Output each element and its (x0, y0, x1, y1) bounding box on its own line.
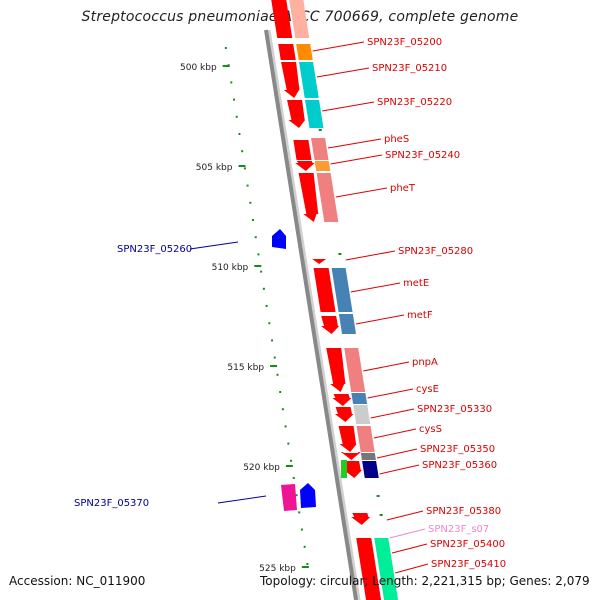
genome-summary: Topology: circular; Length: 2,221,315 bp… (260, 574, 590, 588)
ruler-tick-label: 500 kbp (180, 63, 217, 73)
forward-gene-label: SPN23F_05330 (417, 404, 492, 415)
forward-gene-arrow (287, 100, 306, 128)
forward-gene-label: SPN23F_05280 (398, 246, 473, 257)
cog-bar (305, 100, 324, 128)
forward-label-leader (312, 41, 365, 52)
forward-label-leader (386, 510, 424, 521)
cog-bar (289, 0, 310, 38)
cog-category-bars (289, 0, 399, 600)
forward-gene-arrow (312, 259, 327, 264)
forward-gene-arrow (334, 407, 354, 422)
forward-gene-label: cysE (416, 384, 439, 395)
forward-gene-label: cysS (419, 424, 442, 435)
forward-gene-label: SPN23F_05350 (420, 444, 495, 455)
cog-bar (360, 453, 376, 460)
ruler-tick-label: 520 kbp (243, 463, 280, 473)
forward-gene-arrow (326, 348, 346, 392)
cog-bar (341, 460, 347, 478)
reverse-gene-label: SPN23F_05260 (117, 244, 192, 255)
forward-label-leader (355, 314, 405, 325)
forward-gene-block (293, 140, 312, 160)
forward-label-leader (335, 187, 388, 198)
reverse-label-leader (189, 241, 239, 250)
forward-gene-block (271, 0, 293, 38)
cog-bar (311, 138, 329, 160)
cog-bar (331, 268, 353, 312)
forward-label-leader (367, 388, 414, 399)
forward-label-leader (322, 101, 375, 112)
forward-label-leader (370, 408, 415, 419)
forward-gene-label: SPN23F_05240 (385, 150, 460, 161)
forward-label-leader (316, 67, 370, 78)
forward-gene-label: metE (403, 278, 429, 289)
reverse-genes (272, 229, 316, 511)
forward-gene-label: SPN23F_05200 (367, 37, 442, 48)
forward-gene-label: SPN23F_05410 (431, 559, 506, 570)
forward-gene-arrow (351, 513, 371, 525)
forward-gene-arrow (338, 426, 357, 452)
ruler-tick-label: 505 kbp (196, 163, 233, 173)
forward-label-leader (363, 361, 410, 372)
forward-gene-label: SPN23F_05380 (426, 506, 501, 517)
forward-label-leader (345, 250, 396, 261)
reverse-gene-label: SPN23F_05370 (74, 498, 149, 509)
forward-gene-arrow (295, 161, 315, 171)
forward-gene-label: metF (407, 310, 433, 321)
forward-label-leader (330, 154, 383, 165)
cog-bar (338, 314, 357, 334)
accession-label: Accession: NC_011900 (9, 574, 146, 588)
reverse-gene-arrow (300, 483, 316, 508)
cog-bar (374, 538, 399, 600)
cog-bar (353, 405, 371, 424)
forward-gene-label: pnpA (412, 357, 438, 368)
forward-gene-label: pheT (390, 183, 416, 194)
forward-gene-arrow (298, 173, 319, 222)
cog-bar (351, 393, 368, 404)
cog-bar (362, 461, 379, 478)
forward-label-leader (389, 528, 426, 539)
forward-gene-label: SPN23F_05400 (430, 539, 505, 550)
forward-label-leader (376, 448, 418, 459)
forward-gene-block (278, 44, 296, 60)
forward-label-leader (350, 282, 401, 293)
reverse-gene-arrow (272, 229, 286, 249)
backbone-shadow (267, 29, 361, 600)
forward-label-leader (373, 428, 417, 439)
ruler-tick-label: 510 kbp (212, 263, 249, 273)
forward-gene-label: SPN23F_05220 (377, 97, 452, 108)
forward-gene-labels: SPN23F_05200 SPN23F_05210 SPN23F_05220 pheS… (74, 37, 506, 574)
ruler-tick-label: 515 kbp (227, 363, 264, 373)
forward-genes (271, 0, 382, 600)
ruler-tick-label: 525 kbp (259, 564, 296, 574)
forward-label-leader (327, 138, 382, 149)
forward-gene-arrow (343, 461, 363, 478)
forward-label-leader (395, 563, 429, 574)
cog-bar (316, 173, 339, 222)
cog-bar (344, 348, 366, 392)
forward-label-leader (379, 464, 420, 475)
forward-gene-label: pheS (384, 134, 409, 145)
reverse-gene-block (281, 484, 297, 511)
forward-gene-block (313, 268, 336, 312)
cog-bar (356, 426, 375, 452)
forward-gene-arrow (332, 394, 352, 406)
reverse-label-leader (217, 495, 267, 504)
cog-bar (314, 161, 331, 171)
forward-gene-label: SPN23F_s07 (428, 524, 489, 535)
forward-gene-label: SPN23F_05360 (422, 460, 497, 471)
forward-gene-block (356, 538, 382, 600)
cog-bar (296, 44, 313, 60)
forward-label-leader (391, 543, 428, 554)
forward-gene-label: SPN23F_05210 (372, 63, 447, 74)
forward-gene-arrow (281, 62, 300, 98)
forward-gene-arrow (321, 316, 340, 334)
backbone-line (264, 29, 359, 600)
forward-gene-arrow (340, 452, 361, 460)
cog-bar (299, 62, 319, 98)
